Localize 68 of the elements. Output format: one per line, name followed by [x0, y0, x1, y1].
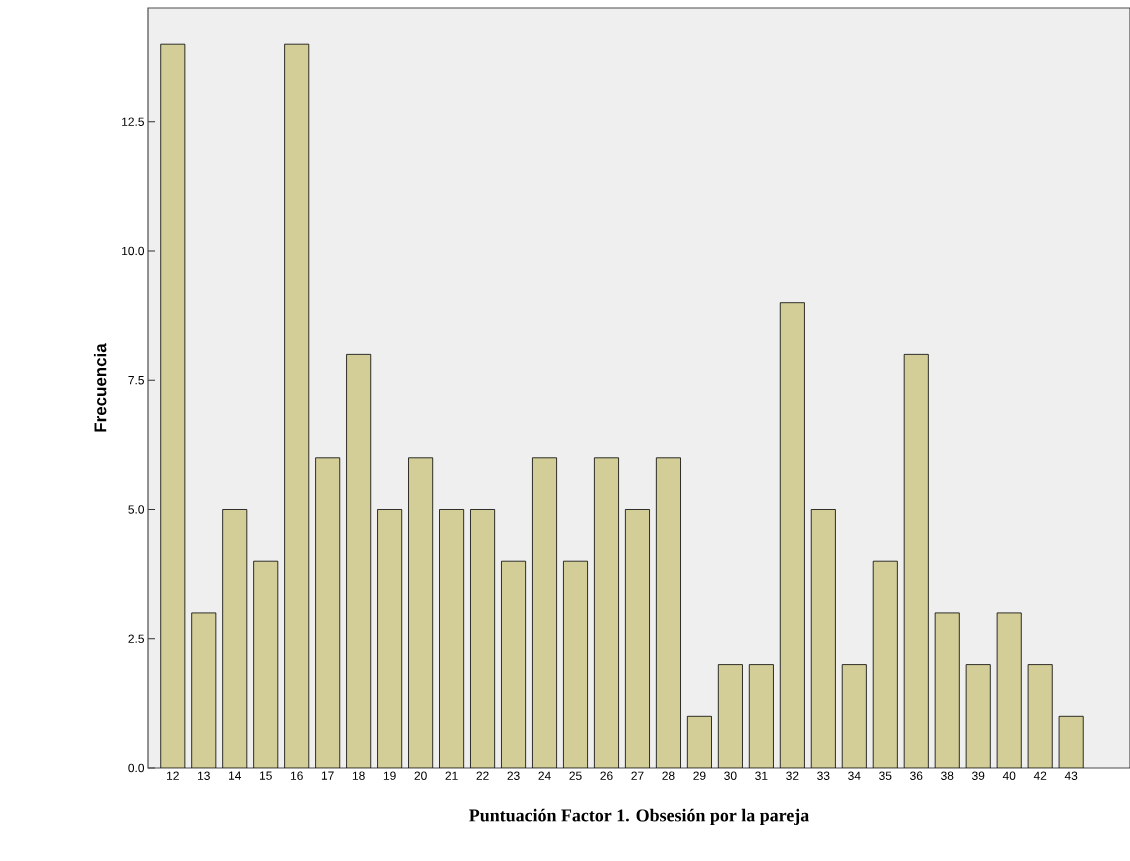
x-tick-label: 34	[848, 771, 861, 780]
x-tick-label: 24	[538, 771, 551, 780]
x-tick-label: 26	[600, 771, 613, 780]
x-tick-label: 12	[167, 771, 179, 780]
bar	[377, 509, 402, 768]
bar	[594, 457, 619, 768]
x-tick-label: 43	[1064, 771, 1078, 780]
x-tick-label: 42	[1033, 771, 1047, 780]
bar	[997, 612, 1022, 768]
bar	[687, 716, 712, 768]
bar	[873, 561, 898, 768]
bar	[346, 354, 371, 768]
y-tick-label: 12.5	[122, 117, 144, 126]
bar	[160, 44, 185, 768]
x-tick-label: 31	[755, 771, 768, 780]
x-tick-label: 38	[941, 771, 954, 780]
bar	[780, 302, 805, 768]
bar	[966, 664, 991, 768]
y-tick-label: 0.0	[128, 763, 145, 773]
bar	[935, 612, 960, 768]
x-tick-label: 36	[910, 771, 923, 780]
bar	[749, 664, 774, 768]
bar	[532, 457, 557, 768]
bar	[253, 561, 278, 768]
x-tick-label: 35	[879, 771, 892, 780]
bar	[625, 509, 650, 768]
bar	[191, 612, 216, 768]
x-tick-label: 20	[414, 771, 427, 780]
y-tick-label: 7.5	[128, 376, 144, 385]
bar	[718, 664, 743, 768]
bar	[811, 509, 836, 768]
y-tick-label: 10.0	[122, 246, 145, 256]
x-tick-label: 22	[476, 771, 489, 780]
x-tick-label: 32	[786, 771, 799, 780]
bar	[315, 457, 340, 768]
x-tick-label: 30	[724, 771, 737, 780]
bar	[470, 509, 495, 768]
x-tick-label: 29	[693, 771, 706, 780]
y-axis-title: Frecuencia	[93, 343, 107, 432]
x-tick-label: 18	[352, 771, 365, 780]
bar	[563, 561, 588, 768]
x-tick-label: 16	[290, 771, 303, 780]
bar	[284, 44, 309, 768]
bar	[1028, 664, 1053, 768]
bar	[842, 664, 867, 768]
x-tick-label: 21	[445, 771, 458, 780]
x-tick-label: 14	[229, 771, 242, 780]
y-tick-label: 2.5	[128, 634, 144, 643]
bar	[656, 457, 681, 768]
x-tick-label: 33	[817, 771, 830, 780]
bar	[904, 354, 929, 768]
x-tick-label: 28	[662, 771, 675, 780]
x-tick-label: 23	[507, 771, 520, 780]
x-tick-label: 27	[631, 771, 644, 780]
bar	[501, 561, 526, 768]
x-tick-label: 19	[383, 771, 396, 780]
bar	[408, 457, 433, 768]
x-tick-label: 39	[972, 771, 985, 780]
x-tick-label: 13	[198, 771, 210, 780]
y-tick-label: 5.0	[128, 505, 145, 514]
x-tick-label: 40	[1002, 771, 1016, 780]
bar	[1058, 715, 1084, 768]
bar	[439, 509, 464, 768]
bar	[222, 509, 247, 768]
x-tick-label: 17	[321, 771, 334, 780]
x-tick-label: 15	[259, 771, 272, 780]
x-tick-label: 25	[569, 771, 582, 780]
x-axis-title: Puntuación Factor 1. Obsesión por la pareja	[469, 808, 809, 826]
